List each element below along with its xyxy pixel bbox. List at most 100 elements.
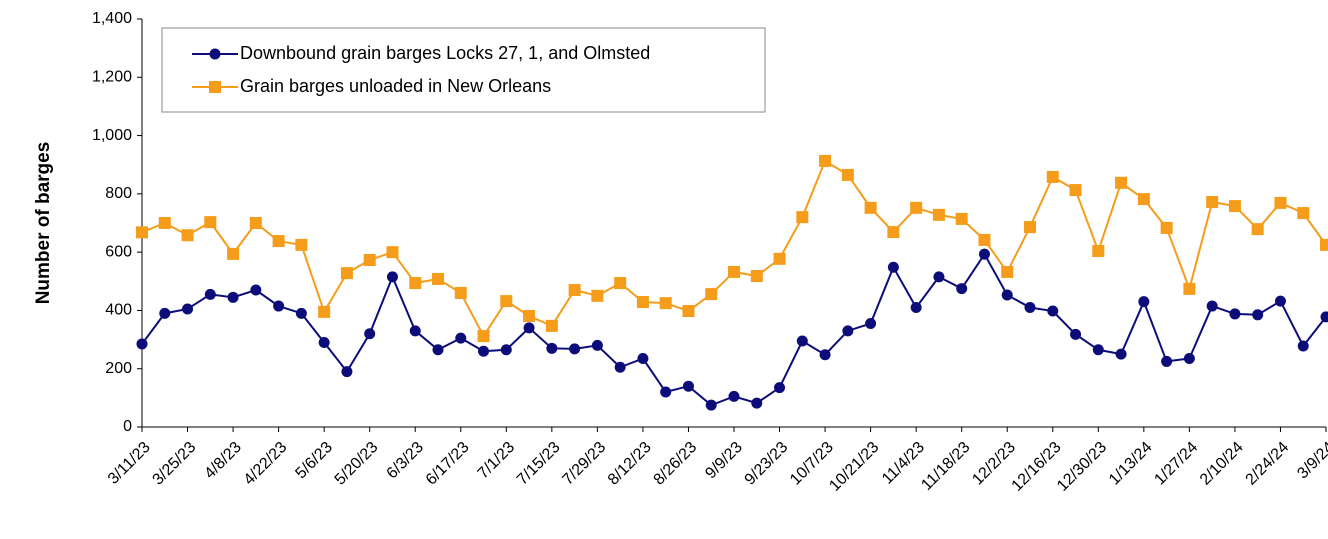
marker	[204, 288, 216, 300]
x-tick-label: 4/22/23	[241, 439, 291, 489]
marker	[956, 283, 968, 295]
marker	[295, 307, 307, 319]
marker	[864, 201, 877, 214]
marker	[1183, 353, 1195, 365]
marker	[523, 322, 535, 334]
marker	[386, 271, 398, 283]
marker	[363, 254, 376, 267]
marker	[682, 380, 694, 392]
marker	[318, 305, 331, 318]
x-tick-label: 8/26/23	[650, 439, 700, 489]
marker	[705, 288, 718, 301]
marker	[227, 291, 239, 303]
marker	[1252, 309, 1264, 321]
marker	[545, 319, 558, 332]
marker	[728, 390, 740, 402]
marker	[1046, 170, 1059, 183]
x-tick-label: 12/30/23	[1054, 439, 1110, 495]
marker	[1092, 344, 1104, 356]
marker	[1183, 282, 1196, 295]
marker	[159, 307, 171, 319]
marker	[910, 201, 923, 214]
marker	[1092, 244, 1105, 257]
y-tick-label: 1,200	[92, 69, 132, 86]
x-tick-label: 9/23/23	[742, 439, 792, 489]
marker	[1320, 311, 1328, 323]
marker	[249, 217, 262, 229]
marker	[455, 332, 467, 344]
marker	[1138, 296, 1150, 308]
marker	[978, 233, 991, 246]
marker	[1024, 302, 1036, 314]
marker	[705, 399, 717, 411]
y-tick-label: 200	[105, 360, 132, 377]
marker	[500, 295, 513, 308]
marker	[978, 248, 990, 260]
x-tick-label: 2/10/24	[1197, 439, 1247, 489]
x-tick-label: 9/9/23	[702, 439, 746, 483]
marker	[1024, 221, 1036, 234]
marker	[751, 397, 763, 409]
legend-marker	[209, 48, 221, 60]
marker	[1274, 196, 1287, 209]
x-tick-label: 12/16/23	[1009, 439, 1065, 495]
marker	[1274, 295, 1286, 307]
marker	[591, 289, 604, 302]
marker	[158, 217, 171, 229]
marker	[728, 265, 740, 278]
marker	[841, 168, 854, 181]
marker	[842, 325, 854, 337]
marker	[910, 302, 922, 314]
marker	[340, 267, 353, 280]
marker	[819, 154, 832, 167]
marker	[1320, 238, 1328, 251]
marker	[454, 286, 467, 299]
marker	[1160, 221, 1173, 234]
marker	[955, 212, 968, 225]
marker	[432, 272, 444, 285]
x-tick-label: 4/8/23	[201, 439, 245, 483]
x-tick-label: 7/1/23	[475, 439, 519, 483]
marker	[477, 330, 490, 343]
marker	[750, 270, 763, 283]
marker	[1115, 176, 1128, 189]
marker	[932, 208, 945, 221]
marker	[1297, 340, 1309, 352]
marker	[1206, 300, 1218, 312]
marker	[887, 226, 900, 239]
x-tick-label: 6/3/23	[384, 439, 428, 483]
marker	[796, 211, 809, 224]
legend-label: Downbound grain barges Locks 27, 1, and …	[240, 43, 650, 63]
marker	[1001, 265, 1014, 278]
legend: Downbound grain barges Locks 27, 1, and …	[161, 27, 766, 113]
marker	[1229, 308, 1241, 320]
legend-label: Grain barges unloaded in New Orleans	[240, 76, 551, 96]
marker	[546, 342, 558, 354]
marker	[386, 246, 399, 259]
marker	[478, 345, 490, 357]
marker	[341, 366, 353, 378]
marker	[1070, 328, 1082, 340]
marker	[660, 386, 672, 398]
x-tick-label: 5/6/23	[292, 439, 336, 483]
marker	[227, 247, 240, 260]
marker	[318, 336, 330, 348]
y-tick-label: 800	[105, 185, 132, 202]
x-tick-label: 3/11/23	[105, 439, 154, 488]
marker	[1047, 305, 1059, 317]
x-tick-label: 11/18/23	[918, 439, 973, 494]
y-axis-label: Number of barges	[33, 142, 54, 305]
x-tick-label: 7/15/23	[514, 439, 564, 489]
y-tick-label: 0	[123, 418, 132, 435]
y-tick-label: 600	[105, 243, 132, 260]
x-tick-label: 7/29/23	[559, 439, 609, 489]
x-tick-label: 3/9/24	[1294, 439, 1328, 483]
marker	[773, 252, 786, 265]
marker	[614, 361, 626, 373]
marker	[614, 277, 627, 290]
y-tick-label: 400	[105, 302, 132, 319]
marker	[1001, 289, 1013, 301]
legend-box	[161, 27, 766, 113]
y-tick-label: 1,400	[92, 10, 132, 27]
